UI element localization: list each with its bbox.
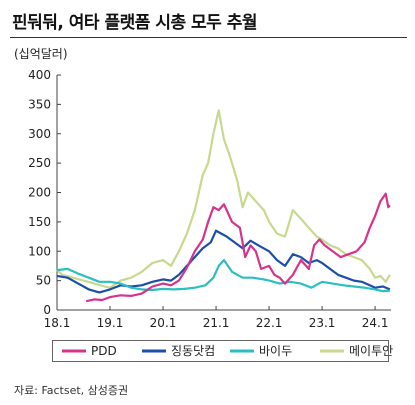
title-divider [10, 37, 407, 38]
y-axis-unit-label: (십억달러) [14, 47, 68, 61]
source-note: 자료: Factset, 삼성증권 [14, 384, 129, 397]
legend-label: 바이두 [259, 344, 292, 358]
y-tick-label: 250 [28, 156, 51, 170]
x-tick-label: 22.1 [256, 316, 283, 330]
legend-label: 메이투안 [349, 344, 393, 358]
x-tick-label: 21.1 [203, 316, 230, 330]
legend-label: PDD [91, 344, 117, 358]
x-tick-label: 20.1 [150, 316, 177, 330]
series-line-1 [85, 192, 391, 303]
y-tick-label: 0 [43, 303, 51, 317]
y-tick-label: 200 [28, 186, 51, 200]
y-tick-label: 350 [28, 97, 51, 111]
y-tick-label: 150 [28, 215, 51, 229]
x-tick-label: 18.1 [44, 316, 71, 330]
chart-title: 핀둬둬, 여타 플랫폼 시총 모두 추월 [12, 13, 258, 33]
y-tick-label: 100 [28, 244, 51, 258]
y-tick-label: 300 [28, 127, 51, 141]
x-tick-label: 19.1 [97, 316, 124, 330]
y-tick-label: 400 [28, 68, 51, 82]
x-tick-label: 24.1 [362, 316, 389, 330]
x-tick-label: 23.1 [309, 316, 336, 330]
series-line-4 [56, 109, 391, 289]
series-line-3 [56, 259, 390, 293]
y-tick-label: 50 [36, 274, 51, 288]
legend-box [52, 340, 389, 362]
legend-label: 징동닷컴 [171, 344, 215, 358]
